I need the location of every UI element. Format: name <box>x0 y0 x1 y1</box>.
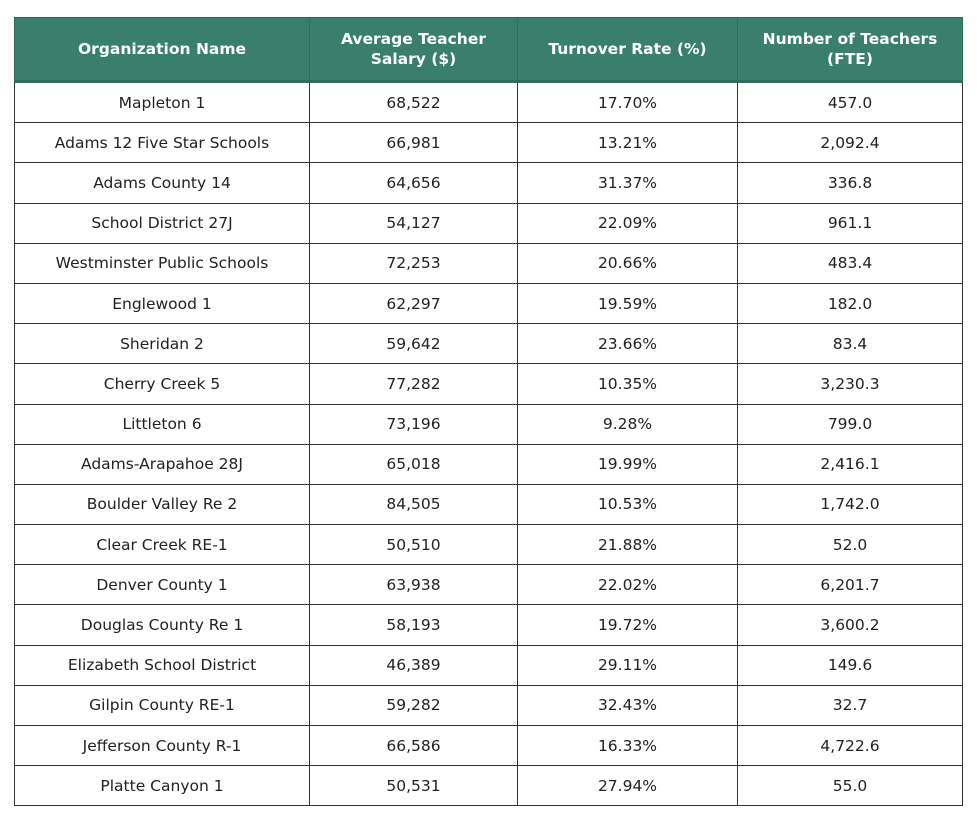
organization-name-cell: Adams 12 Five Star Schools <box>14 122 310 164</box>
turnover-rate-cell: 23.66% <box>517 323 738 365</box>
teacher-count-cell: 457.0 <box>737 80 963 124</box>
header-turnover-rate: Turnover Rate (%) <box>517 17 738 83</box>
table-row: Clear Creek RE-1 50,510 21.88% 52.0 <box>14 524 963 566</box>
average-salary-cell: 84,505 <box>309 483 518 526</box>
table-row: Cherry Creek 5 77,282 10.35% 3,230.3 <box>14 363 963 405</box>
organization-name-cell: Westminster Public Schools <box>14 242 310 284</box>
organization-name-cell: Adams-Arapahoe 28J <box>14 443 310 485</box>
average-salary-cell: 59,282 <box>309 684 518 727</box>
teacher-count-cell: 3,600.2 <box>737 604 963 646</box>
teacher-count-cell: 149.6 <box>737 644 963 686</box>
table-row: Jefferson County R-1 66,586 16.33% 4,722.6 <box>14 724 963 767</box>
organization-name-cell: Elizabeth School District <box>14 644 310 686</box>
average-salary-cell: 73,196 <box>309 403 518 445</box>
header-row: Organization Name Average Teacher Salary… <box>14 17 963 83</box>
average-salary-cell: 66,586 <box>309 724 518 767</box>
table-body: Mapleton 1 68,522 17.70% 457.0 Adams 12 Five… <box>14 80 963 807</box>
turnover-rate-cell: 19.99% <box>517 443 738 485</box>
table-row: Gilpin County RE-1 59,282 32.43% 32.7 <box>14 684 963 727</box>
organization-name-cell: Englewood 1 <box>14 282 310 325</box>
teacher-count-cell: 55.0 <box>737 765 963 807</box>
table-row: Englewood 1 62,297 19.59% 182.0 <box>14 282 963 325</box>
average-salary-cell: 63,938 <box>309 564 518 606</box>
table-row: Boulder Valley Re 2 84,505 10.53% 1,742.0 <box>14 483 963 526</box>
organization-name-cell: Cherry Creek 5 <box>14 363 310 405</box>
turnover-rate-cell: 29.11% <box>517 644 738 686</box>
organization-name-cell: Jefferson County R-1 <box>14 724 310 767</box>
turnover-rate-cell: 22.09% <box>517 202 738 244</box>
turnover-rate-cell: 13.21% <box>517 122 738 164</box>
average-salary-cell: 62,297 <box>309 282 518 325</box>
teacher-count-cell: 799.0 <box>737 403 963 445</box>
turnover-rate-cell: 16.33% <box>517 724 738 767</box>
turnover-rate-cell: 27.94% <box>517 765 738 807</box>
table-row: Adams 12 Five Star Schools 66,981 13.21% 2,… <box>14 122 963 164</box>
average-salary-cell: 50,510 <box>309 524 518 566</box>
average-salary-cell: 77,282 <box>309 363 518 405</box>
turnover-rate-cell: 21.88% <box>517 524 738 566</box>
data-table-container: Organization Name Average Teacher Salary… <box>14 17 963 807</box>
turnover-rate-cell: 32.43% <box>517 684 738 727</box>
teacher-count-cell: 182.0 <box>737 282 963 325</box>
teacher-data-table: Organization Name Average Teacher Salary… <box>14 17 963 807</box>
turnover-rate-cell: 19.59% <box>517 282 738 325</box>
table-row: Mapleton 1 68,522 17.70% 457.0 <box>14 80 963 124</box>
teacher-count-cell: 3,230.3 <box>737 363 963 405</box>
teacher-count-cell: 83.4 <box>737 323 963 365</box>
average-salary-cell: 64,656 <box>309 162 518 204</box>
teacher-count-cell: 2,092.4 <box>737 122 963 164</box>
average-salary-cell: 68,522 <box>309 80 518 124</box>
turnover-rate-cell: 20.66% <box>517 242 738 284</box>
teacher-count-cell: 52.0 <box>737 524 963 566</box>
table-row: Denver County 1 63,938 22.02% 6,201.7 <box>14 564 963 606</box>
average-salary-cell: 72,253 <box>309 242 518 284</box>
organization-name-cell: Littleton 6 <box>14 403 310 445</box>
teacher-count-cell: 483.4 <box>737 242 963 284</box>
table-header: Organization Name Average Teacher Salary… <box>14 17 963 83</box>
average-salary-cell: 54,127 <box>309 202 518 244</box>
organization-name-cell: Mapleton 1 <box>14 80 310 124</box>
table-row: School District 27J 54,127 22.09% 961.1 <box>14 202 963 244</box>
turnover-rate-cell: 9.28% <box>517 403 738 445</box>
organization-name-cell: Sheridan 2 <box>14 323 310 365</box>
organization-name-cell: Platte Canyon 1 <box>14 765 310 807</box>
table-row: Platte Canyon 1 50,531 27.94% 55.0 <box>14 765 963 807</box>
teacher-count-cell: 961.1 <box>737 202 963 244</box>
organization-name-cell: Adams County 14 <box>14 162 310 204</box>
organization-name-cell: Boulder Valley Re 2 <box>14 483 310 526</box>
table-row: Adams County 14 64,656 31.37% 336.8 <box>14 162 963 204</box>
teacher-count-cell: 6,201.7 <box>737 564 963 606</box>
teacher-count-cell: 32.7 <box>737 684 963 727</box>
teacher-count-cell: 4,722.6 <box>737 724 963 767</box>
header-average-teacher-salary: Average Teacher Salary ($) <box>309 17 518 83</box>
header-organization-name: Organization Name <box>14 17 310 83</box>
header-number-of-teachers: Number of Teachers (FTE) <box>737 17 963 83</box>
organization-name-cell: Clear Creek RE-1 <box>14 524 310 566</box>
average-salary-cell: 66,981 <box>309 122 518 164</box>
average-salary-cell: 58,193 <box>309 604 518 646</box>
turnover-rate-cell: 22.02% <box>517 564 738 606</box>
table-row: Adams-Arapahoe 28J 65,018 19.99% 2,416.1 <box>14 443 963 485</box>
average-salary-cell: 59,642 <box>309 323 518 365</box>
turnover-rate-cell: 19.72% <box>517 604 738 646</box>
table-row: Sheridan 2 59,642 23.66% 83.4 <box>14 323 963 365</box>
organization-name-cell: School District 27J <box>14 202 310 244</box>
teacher-count-cell: 2,416.1 <box>737 443 963 485</box>
turnover-rate-cell: 10.53% <box>517 483 738 526</box>
organization-name-cell: Denver County 1 <box>14 564 310 606</box>
turnover-rate-cell: 17.70% <box>517 80 738 124</box>
average-salary-cell: 50,531 <box>309 765 518 807</box>
organization-name-cell: Gilpin County RE-1 <box>14 684 310 727</box>
teacher-count-cell: 336.8 <box>737 162 963 204</box>
table-row: Littleton 6 73,196 9.28% 799.0 <box>14 403 963 445</box>
table-row: Westminster Public Schools 72,253 20.66% 48… <box>14 242 963 284</box>
average-salary-cell: 65,018 <box>309 443 518 485</box>
table-row: Douglas County Re 1 58,193 19.72% 3,600.2 <box>14 604 963 646</box>
average-salary-cell: 46,389 <box>309 644 518 686</box>
teacher-count-cell: 1,742.0 <box>737 483 963 526</box>
turnover-rate-cell: 31.37% <box>517 162 738 204</box>
turnover-rate-cell: 10.35% <box>517 363 738 405</box>
table-row: Elizabeth School District 46,389 29.11% 149… <box>14 644 963 686</box>
organization-name-cell: Douglas County Re 1 <box>14 604 310 646</box>
